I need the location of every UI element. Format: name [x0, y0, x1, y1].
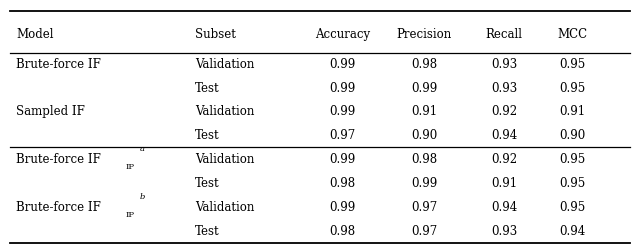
Text: 0.95: 0.95 — [559, 201, 586, 214]
Text: 0.93: 0.93 — [491, 82, 517, 95]
Text: 0.91: 0.91 — [411, 106, 437, 118]
Text: 0.99: 0.99 — [411, 177, 437, 190]
Text: Sampled IF: Sampled IF — [16, 106, 85, 118]
Text: Model: Model — [16, 27, 54, 41]
Text: Brute-force IF: Brute-force IF — [16, 153, 101, 166]
Text: 0.99: 0.99 — [329, 201, 356, 214]
Text: 0.98: 0.98 — [330, 225, 355, 238]
Text: 0.99: 0.99 — [329, 82, 356, 95]
Text: Validation: Validation — [195, 58, 255, 71]
Text: 0.95: 0.95 — [559, 82, 586, 95]
Text: 0.95: 0.95 — [559, 58, 586, 71]
Text: 0.92: 0.92 — [491, 153, 517, 166]
Text: Validation: Validation — [195, 153, 255, 166]
Text: 0.99: 0.99 — [329, 153, 356, 166]
Text: 0.90: 0.90 — [559, 129, 586, 142]
Text: IP: IP — [125, 211, 134, 219]
Text: Accuracy: Accuracy — [315, 27, 370, 41]
Text: 0.98: 0.98 — [411, 153, 437, 166]
Text: 0.94: 0.94 — [559, 225, 586, 238]
Text: 0.98: 0.98 — [411, 58, 437, 71]
Text: 0.93: 0.93 — [491, 58, 517, 71]
Text: Test: Test — [195, 225, 220, 238]
Text: 0.92: 0.92 — [491, 106, 517, 118]
Text: Test: Test — [195, 82, 220, 95]
Text: 0.93: 0.93 — [491, 225, 517, 238]
Text: Brute-force IF: Brute-force IF — [16, 201, 101, 214]
Text: MCC: MCC — [557, 27, 588, 41]
Text: 0.99: 0.99 — [411, 82, 437, 95]
Text: Recall: Recall — [486, 27, 522, 41]
Text: b: b — [140, 193, 145, 201]
Text: IP: IP — [125, 163, 134, 171]
Text: Brute-force IF: Brute-force IF — [16, 58, 101, 71]
Text: 0.94: 0.94 — [491, 201, 517, 214]
Text: 0.95: 0.95 — [559, 177, 586, 190]
Text: Validation: Validation — [195, 201, 255, 214]
Text: a: a — [140, 145, 145, 153]
Text: Validation: Validation — [195, 106, 255, 118]
Text: 0.99: 0.99 — [329, 106, 356, 118]
Text: 0.97: 0.97 — [329, 129, 356, 142]
Text: 0.94: 0.94 — [491, 129, 517, 142]
Text: 0.98: 0.98 — [330, 177, 355, 190]
Text: Subset: Subset — [195, 27, 236, 41]
Text: 0.95: 0.95 — [559, 153, 586, 166]
Text: 0.91: 0.91 — [491, 177, 517, 190]
Text: Test: Test — [195, 129, 220, 142]
Text: 0.99: 0.99 — [329, 58, 356, 71]
Text: 0.90: 0.90 — [411, 129, 437, 142]
Text: 0.91: 0.91 — [560, 106, 586, 118]
Text: 0.97: 0.97 — [411, 201, 437, 214]
Text: Precision: Precision — [396, 27, 452, 41]
Text: Test: Test — [195, 177, 220, 190]
Text: 0.97: 0.97 — [411, 225, 437, 238]
